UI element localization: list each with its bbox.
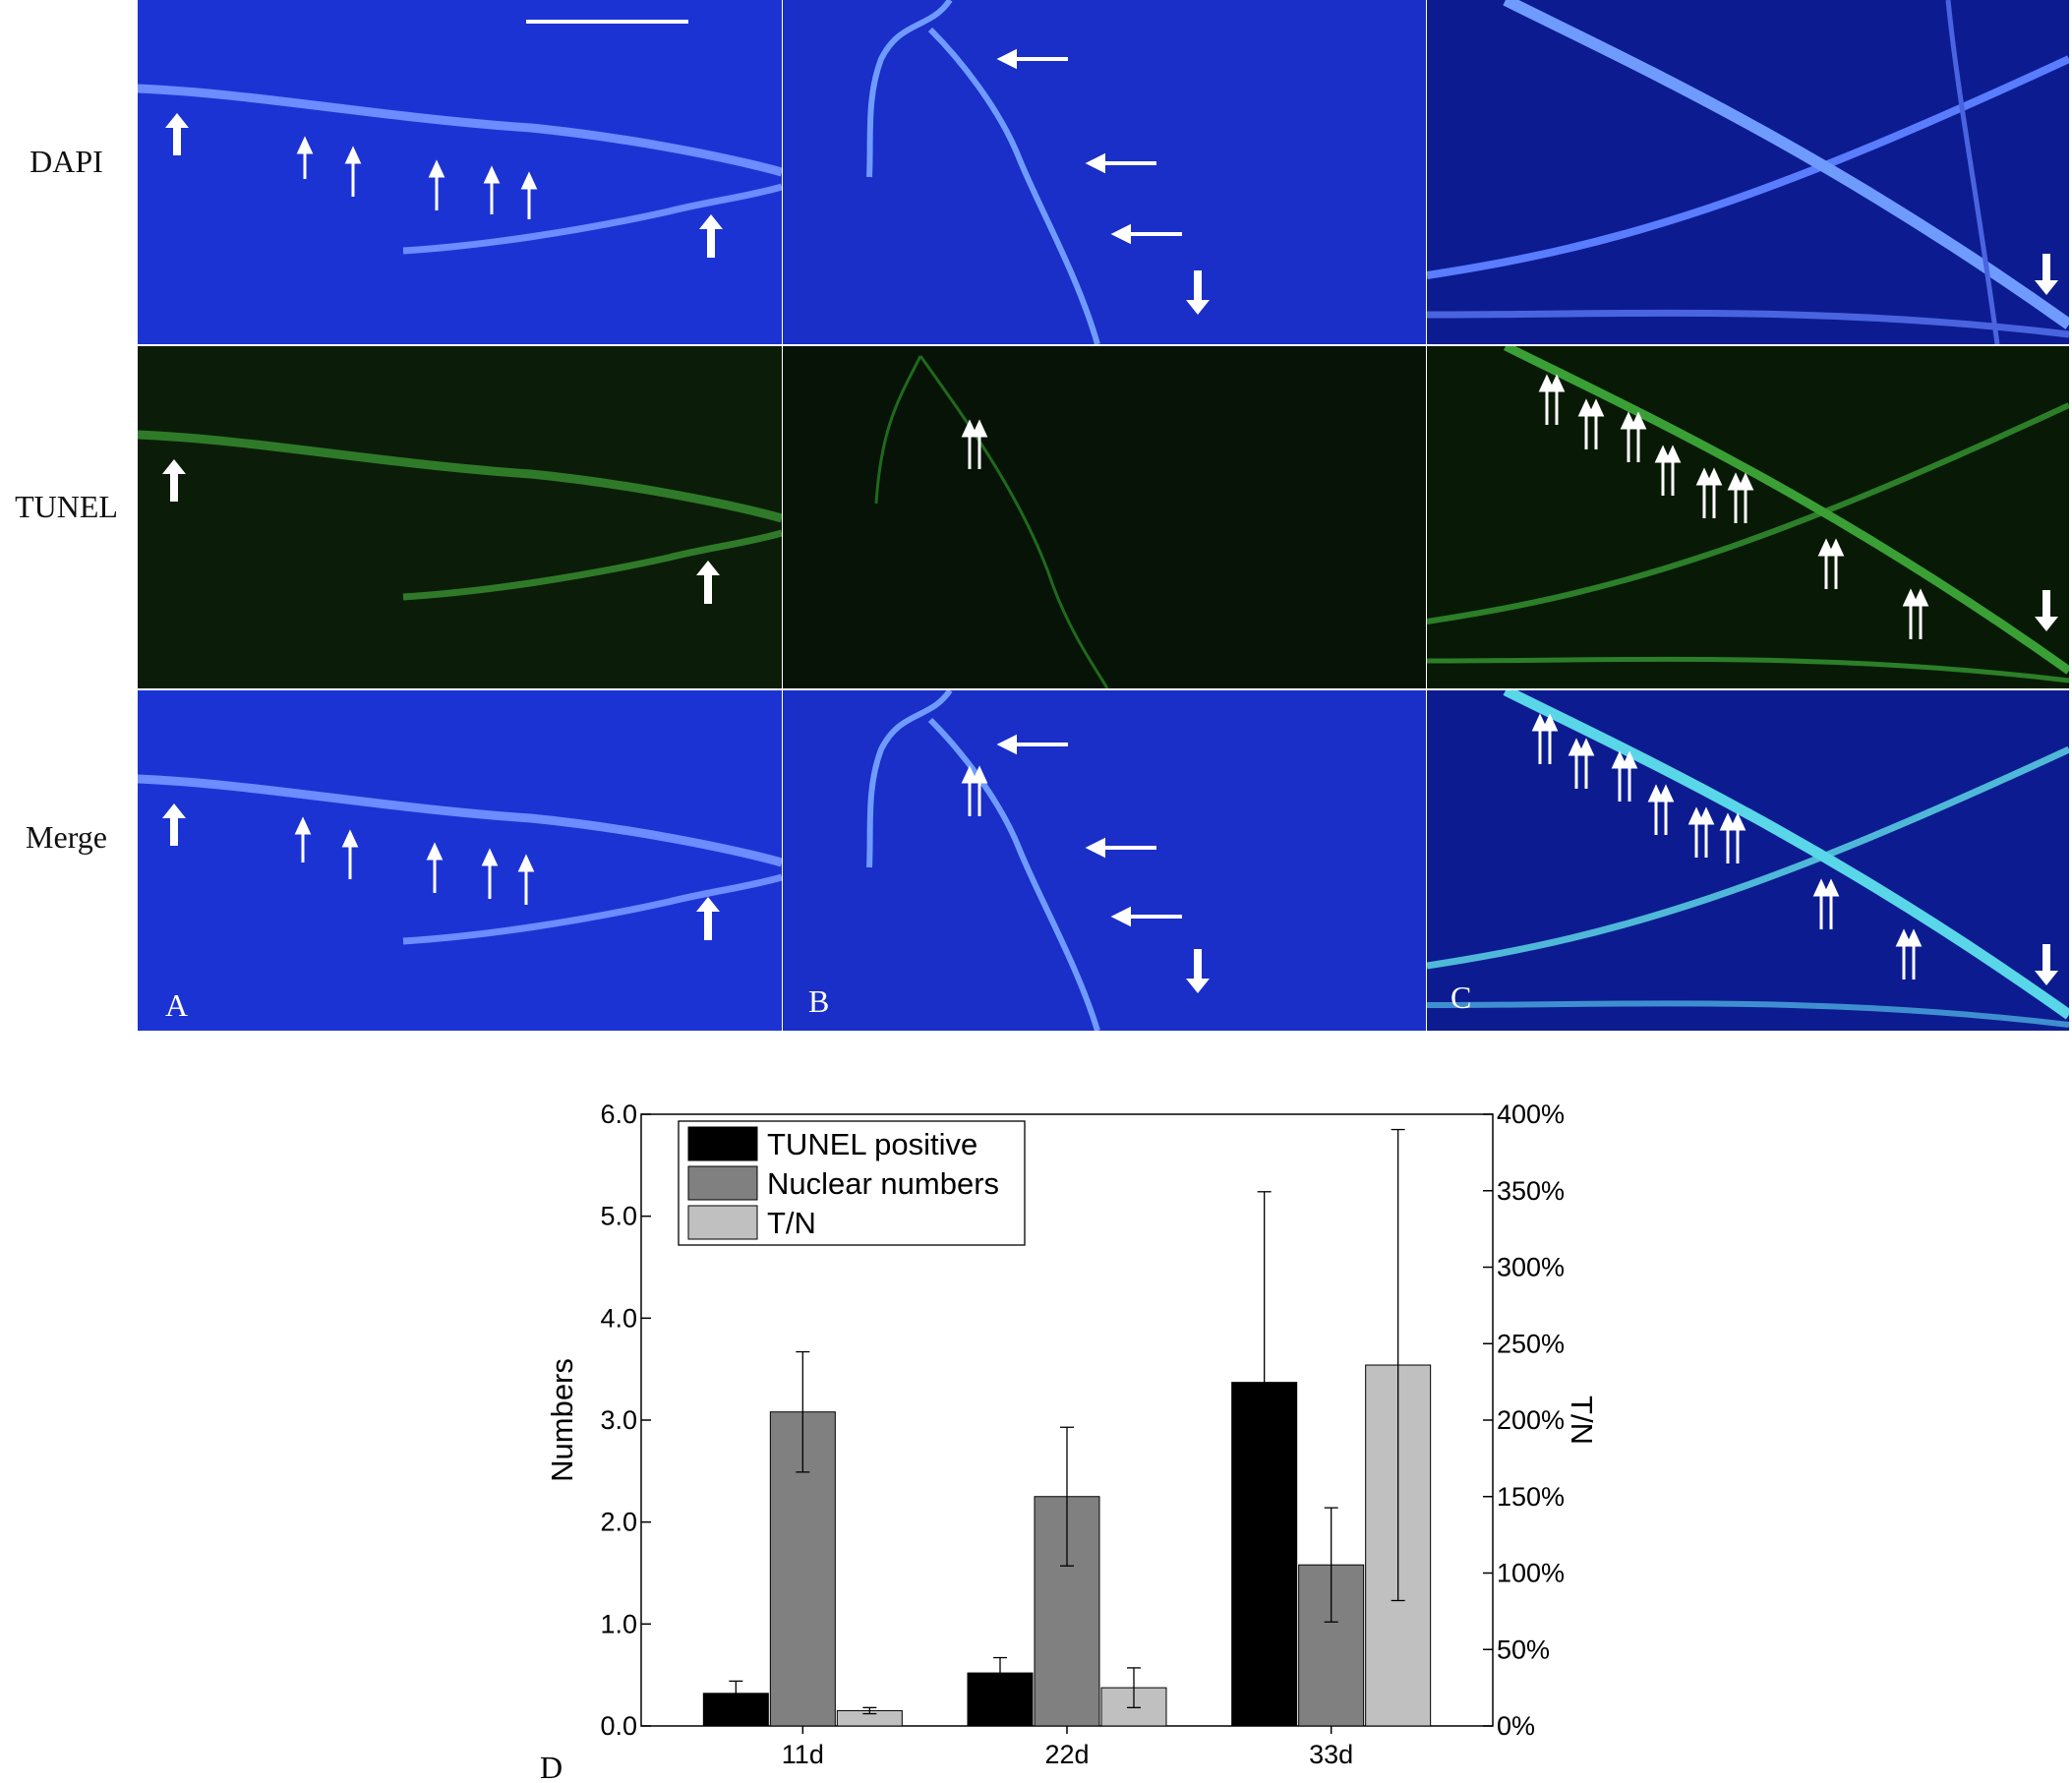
panel-letter-b: B <box>808 983 830 1019</box>
y-axis-title: Numbers <box>545 1358 579 1482</box>
legend-label: Nuclear numbers <box>767 1166 999 1201</box>
y-tick-label: 4.0 <box>600 1303 637 1333</box>
y2-tick-label: 400% <box>1497 1100 1565 1129</box>
micrograph-b-dapi <box>783 0 1426 344</box>
row-label-dapi: DAPI <box>30 144 103 179</box>
legend-swatch <box>687 1165 758 1201</box>
micrograph-a-tunel <box>138 346 782 688</box>
legend-label: TUNEL positive <box>767 1127 977 1161</box>
y2-tick-label: 200% <box>1497 1405 1565 1435</box>
micrograph-b-tunel <box>783 346 1426 688</box>
x-tick-label: 33d <box>1309 1740 1353 1769</box>
x-tick-label: 22d <box>1044 1740 1089 1769</box>
y-tick-label: 1.0 <box>600 1609 637 1638</box>
y2-tick-label: 350% <box>1497 1176 1565 1206</box>
y2-tick-label: 300% <box>1497 1253 1565 1282</box>
y-tick-label: 5.0 <box>600 1202 637 1231</box>
micrograph-c-dapi <box>1427 0 2069 344</box>
legend-label: T/N <box>767 1206 816 1240</box>
y2-axis-title: T/N <box>1565 1396 1599 1445</box>
micrograph-c-merge: C <box>1427 690 2069 1031</box>
micrograph-b-merge: B <box>783 690 1426 1031</box>
y2-tick-label: 100% <box>1497 1559 1565 1588</box>
legend-swatch <box>687 1205 758 1240</box>
y2-tick-label: 150% <box>1497 1482 1565 1512</box>
micrograph-a-dapi <box>138 0 782 344</box>
micrograph-a-merge: A <box>138 690 782 1031</box>
x-tick-label: 11d <box>782 1740 824 1769</box>
micrograph-c-tunel <box>1427 346 2069 688</box>
row-label-merge: Merge <box>26 819 107 855</box>
y2-tick-label: 0% <box>1497 1711 1535 1741</box>
y-tick-label: 6.0 <box>600 1100 637 1129</box>
row-label-tunel: TUNEL <box>15 489 118 524</box>
y-tick-label: 0.0 <box>600 1711 637 1741</box>
panel-letter-c: C <box>1450 980 1472 1015</box>
y2-tick-label: 50% <box>1497 1634 1550 1664</box>
y2-tick-label: 250% <box>1497 1329 1565 1358</box>
panel-letter-d: D <box>540 1750 562 1783</box>
panel-letter-a: A <box>165 987 189 1023</box>
y-tick-label: 2.0 <box>600 1508 637 1537</box>
legend-swatch <box>687 1126 758 1161</box>
y-tick-label: 3.0 <box>600 1405 637 1435</box>
